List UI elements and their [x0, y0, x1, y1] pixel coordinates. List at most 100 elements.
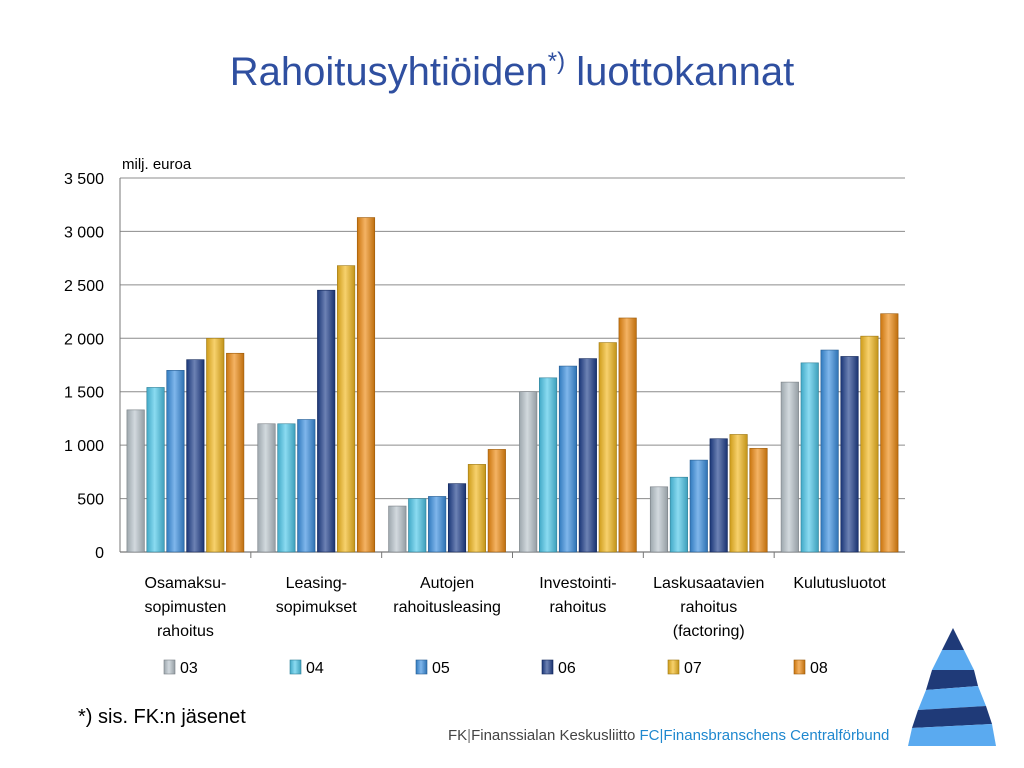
title-rest: luottokannat — [565, 50, 795, 94]
category-label: rahoitus — [157, 623, 214, 640]
logo-band-2 — [932, 650, 974, 670]
legend-label: 05 — [432, 660, 450, 677]
legend-item-07: 07 — [667, 659, 702, 677]
org-fc-prefix: FC — [639, 727, 660, 744]
legend-swatch — [793, 659, 806, 675]
bar-07-cat-1 — [206, 337, 225, 553]
org-fk-prefix: FK — [448, 727, 468, 744]
bars — [126, 217, 899, 553]
bar-05-cat-5 — [689, 459, 708, 553]
bar-05-cat-1 — [166, 370, 185, 553]
y-tick-label: 0 — [95, 545, 104, 562]
category-label: rahoitusleasing — [393, 599, 501, 616]
org-fc-name: Finansbranschens Centralförbund — [663, 727, 890, 744]
title-superscript: *) — [547, 48, 566, 75]
bar-05-cat-4 — [558, 365, 578, 553]
legend: 03 04 05 06 07 08 — [163, 659, 828, 677]
bar-03-cat-3 — [388, 505, 407, 553]
bar-03-cat-4 — [519, 391, 538, 553]
bar-04-cat-3 — [408, 498, 427, 553]
gridlines — [119, 177, 905, 558]
legend-label: 06 — [558, 660, 576, 677]
bar-06-cat-3 — [447, 483, 467, 553]
category-label: sopimukset — [276, 599, 357, 616]
page-title: Rahoitusyhtiöiden*) luottokannat — [0, 46, 1024, 98]
bar-03-cat-6 — [780, 381, 799, 553]
bar-03-cat-2 — [257, 423, 276, 553]
bar-04-cat-4 — [539, 377, 558, 553]
bar-04-cat-2 — [277, 423, 296, 553]
legend-item-06: 06 — [541, 659, 576, 677]
bar-04-cat-5 — [669, 476, 688, 553]
bar-06-cat-4 — [578, 358, 597, 553]
legend-label: 04 — [306, 660, 324, 677]
bar-08-cat-5 — [749, 448, 768, 553]
y-axis-label: milj. euroa — [122, 156, 192, 173]
bar-07-cat-4 — [598, 342, 617, 553]
org-separator-2: | — [659, 727, 664, 744]
legend-item-03: 03 — [163, 659, 198, 677]
category-label: (factoring) — [673, 623, 745, 640]
bar-08-cat-4 — [618, 317, 637, 553]
bar-chart: 0 500 1 000 1 500 2 000 2 500 3 000 3 500 Osama… — [64, 156, 905, 677]
legend-swatch — [541, 659, 554, 675]
org-fk-name: Finanssialan Keskusliitto — [471, 727, 636, 744]
bar-07-cat-5 — [729, 434, 748, 553]
legend-swatch — [415, 659, 428, 675]
y-tick-label: 3 000 — [64, 224, 104, 241]
bar-04-cat-1 — [146, 387, 165, 553]
bar-06-cat-6 — [840, 356, 859, 553]
bar-07-cat-2 — [337, 265, 356, 553]
category-label: Laskusaatavien — [653, 575, 764, 592]
bar-08-cat-2 — [356, 217, 376, 553]
y-tick-label: 2 500 — [64, 278, 104, 295]
category-label: Kulutusluotot — [793, 575, 886, 592]
category-label: Autojen — [420, 575, 474, 592]
bar-06-cat-2 — [317, 289, 336, 553]
category-label: Investointi- — [539, 575, 616, 592]
y-tick-label: 2 000 — [64, 331, 104, 348]
bar-07-cat-6 — [860, 335, 879, 553]
organization-name: FK|Finanssialan Keskusliitto FC|Finansbr… — [448, 727, 889, 744]
category-labels: Osamaksu-sopimusten rahoitus Leasing-sopim… — [145, 575, 887, 640]
bar-05-cat-3 — [428, 496, 447, 553]
bar-03-cat-1 — [126, 409, 145, 553]
legend-label: 03 — [180, 660, 198, 677]
logo-band-6 — [908, 724, 996, 746]
y-tick-label: 500 — [77, 492, 104, 509]
category-label: Leasing- — [286, 575, 347, 592]
bar-03-cat-5 — [649, 486, 669, 553]
bar-07-cat-3 — [467, 464, 486, 553]
legend-item-05: 05 — [415, 659, 450, 677]
org-separator: | — [467, 727, 472, 744]
category-label: Osamaksu- — [145, 575, 227, 592]
bar-06-cat-1 — [186, 359, 205, 553]
bar-08-cat-6 — [880, 313, 899, 553]
legend-item-04: 04 — [289, 659, 324, 677]
legend-swatch — [667, 659, 680, 675]
category-label: sopimusten — [145, 599, 227, 616]
logo-band-1 — [942, 628, 964, 650]
bar-05-cat-2 — [297, 419, 316, 553]
bar-08-cat-3 — [487, 449, 506, 553]
title-main: Rahoitusyhtiöiden — [229, 50, 548, 94]
y-axis-ticks: 0 500 1 000 1 500 2 000 2 500 3 000 3 500 — [64, 171, 104, 562]
logo-band-5 — [912, 706, 992, 728]
bar-04-cat-6 — [800, 362, 819, 553]
legend-swatch — [163, 659, 176, 675]
legend-label: 07 — [684, 660, 702, 677]
footnote: *) sis. FK:n jäsenet — [78, 706, 246, 728]
logo-band-4 — [918, 686, 986, 710]
legend-item-08: 08 — [793, 659, 828, 677]
logo-band-3 — [926, 670, 978, 690]
fk-logo — [908, 628, 996, 746]
bar-08-cat-1 — [226, 352, 245, 553]
category-label: rahoitus — [549, 599, 606, 616]
legend-label: 08 — [810, 660, 828, 677]
y-tick-label: 3 500 — [64, 171, 104, 188]
y-tick-label: 1 000 — [64, 438, 104, 455]
category-label: rahoitus — [680, 599, 737, 616]
legend-swatch — [289, 659, 302, 675]
bar-05-cat-6 — [820, 349, 839, 553]
y-tick-label: 1 500 — [64, 385, 104, 402]
